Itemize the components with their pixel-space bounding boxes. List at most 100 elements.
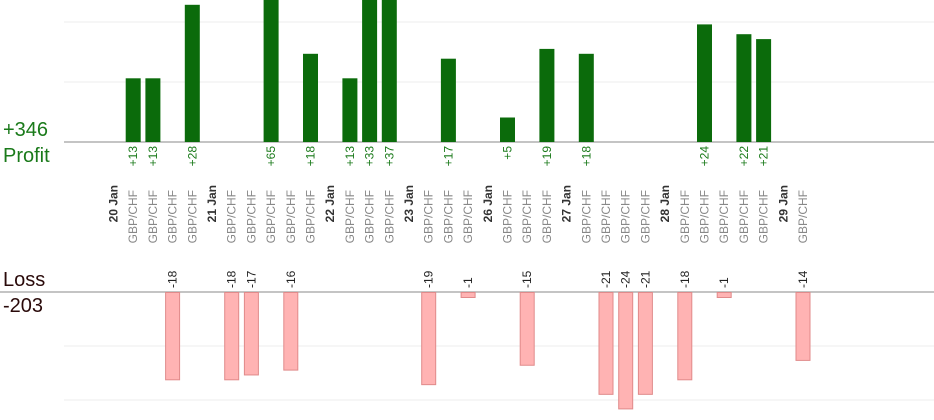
pair-label: GBP/CHF — [343, 190, 357, 243]
profit-value-label: +18 — [579, 146, 593, 167]
loss-value-label: -18 — [678, 270, 692, 288]
loss-bar — [243, 292, 259, 376]
profit-bar — [500, 117, 515, 142]
profit-bar — [736, 34, 752, 143]
profit-value-label: +37 — [382, 146, 396, 167]
labels-group: 20 Jan GBP/CHF +13 GBP/CHF +13 GBP/CHF -18 GBP/… — [107, 146, 811, 288]
pair-label: GBP/CHF — [678, 190, 692, 243]
loss-bar — [598, 292, 614, 395]
profit-bar — [303, 53, 318, 142]
loss-bar — [637, 292, 653, 395]
date-label: 26 Jan — [481, 185, 495, 222]
pair-label: GBP/CHF — [599, 190, 613, 243]
pair-label: GBP/CHF — [185, 190, 199, 243]
loss-bar — [224, 292, 240, 381]
profit-bar — [440, 58, 456, 143]
loss-value-label: -24 — [619, 270, 633, 288]
pair-label: GBP/CHF — [166, 190, 180, 243]
pair-label: GBP/CHF — [422, 190, 436, 243]
date-label: 29 Jan — [776, 185, 790, 222]
pair-label: GBP/CHF — [638, 190, 652, 243]
profit-value-label: +19 — [540, 146, 554, 167]
date-label: 23 Jan — [402, 185, 416, 222]
profit-label: Profit — [3, 145, 50, 167]
pair-label: GBP/CHF — [796, 190, 810, 243]
profit-value-label: +5 — [501, 146, 515, 160]
profit-bar — [125, 78, 141, 142]
loss-bar — [618, 292, 634, 410]
loss-value-label: -16 — [284, 270, 298, 288]
profit-value-label: +65 — [264, 146, 278, 167]
profit-bar — [362, 0, 378, 142]
loss-value-label: -1 — [717, 277, 731, 288]
profit-value-label: +13 — [146, 146, 160, 167]
loss-bar — [519, 292, 535, 366]
date-label: 20 Jan — [107, 185, 121, 222]
pair-label: GBP/CHF — [264, 190, 278, 243]
loss-bar — [165, 292, 181, 381]
profit-bar — [184, 4, 200, 142]
loss-bar — [460, 292, 476, 298]
loss-label: Loss — [3, 269, 46, 291]
loss-bar — [421, 292, 437, 386]
loss-value-label: -1 — [461, 277, 475, 288]
pair-label: GBP/CHF — [619, 190, 633, 243]
pair-label: GBP/CHF — [146, 190, 160, 243]
pair-label: GBP/CHF — [244, 190, 258, 243]
pair-label: GBP/CHF — [540, 190, 554, 243]
loss-bar — [716, 292, 732, 298]
date-label: 27 Jan — [560, 185, 574, 222]
pair-label: GBP/CHF — [520, 190, 534, 243]
loss-bar — [283, 292, 299, 371]
profit-total: +346 — [3, 119, 49, 141]
profit-value-label: +18 — [304, 146, 318, 167]
pair-label: GBP/CHF — [579, 190, 593, 243]
pair-label: GBP/CHF — [501, 190, 515, 243]
profit-value-label: +33 — [363, 146, 377, 167]
pair-label: GBP/CHF — [717, 190, 731, 243]
pair-label: GBP/CHF — [363, 190, 377, 243]
profit-value-label: +24 — [698, 146, 712, 167]
profit-bar — [697, 24, 712, 142]
grid-lines — [0, 21, 934, 401]
loss-value-label: -18 — [166, 270, 180, 288]
pair-label: GBP/CHF — [737, 190, 751, 243]
loss-value-label: -14 — [796, 270, 810, 288]
profit-value-label: +13 — [343, 146, 357, 167]
profit-bar — [539, 48, 555, 142]
loss-bar — [677, 292, 693, 381]
profit-value-label: +13 — [126, 146, 140, 167]
loss-value-label: -15 — [520, 270, 534, 288]
profit-value-label: +22 — [737, 146, 751, 167]
pair-label: GBP/CHF — [225, 190, 239, 243]
loss-value-label: -21 — [599, 270, 613, 288]
loss-value-label: -21 — [638, 270, 652, 288]
pair-label: GBP/CHF — [126, 190, 140, 243]
profit-value-label: +28 — [185, 146, 199, 167]
loss-bar — [795, 292, 811, 361]
pair-label: GBP/CHF — [698, 190, 712, 243]
bars-group — [125, 0, 811, 410]
pair-label: GBP/CHF — [382, 190, 396, 243]
date-label: 21 Jan — [205, 185, 219, 222]
profit-bar — [263, 0, 279, 142]
pair-label: GBP/CHF — [441, 190, 455, 243]
profit-bar — [578, 53, 594, 142]
pair-label: GBP/CHF — [757, 190, 771, 243]
pair-label: GBP/CHF — [284, 190, 298, 243]
profit-bar — [381, 0, 397, 142]
pair-label: GBP/CHF — [304, 190, 318, 243]
pair-label: GBP/CHF — [461, 190, 475, 243]
profit-value-label: +17 — [441, 146, 455, 167]
profit-value-label: +21 — [757, 146, 771, 167]
date-label: 22 Jan — [323, 185, 337, 222]
profit-bar — [342, 78, 358, 142]
loss-value-label: -18 — [225, 270, 239, 288]
profit-bar — [145, 78, 161, 142]
profit-bar — [756, 39, 772, 142]
loss-total: -203 — [3, 295, 44, 317]
date-label: 28 Jan — [658, 185, 672, 222]
loss-value-label: -17 — [244, 270, 258, 288]
loss-value-label: -19 — [422, 270, 436, 288]
